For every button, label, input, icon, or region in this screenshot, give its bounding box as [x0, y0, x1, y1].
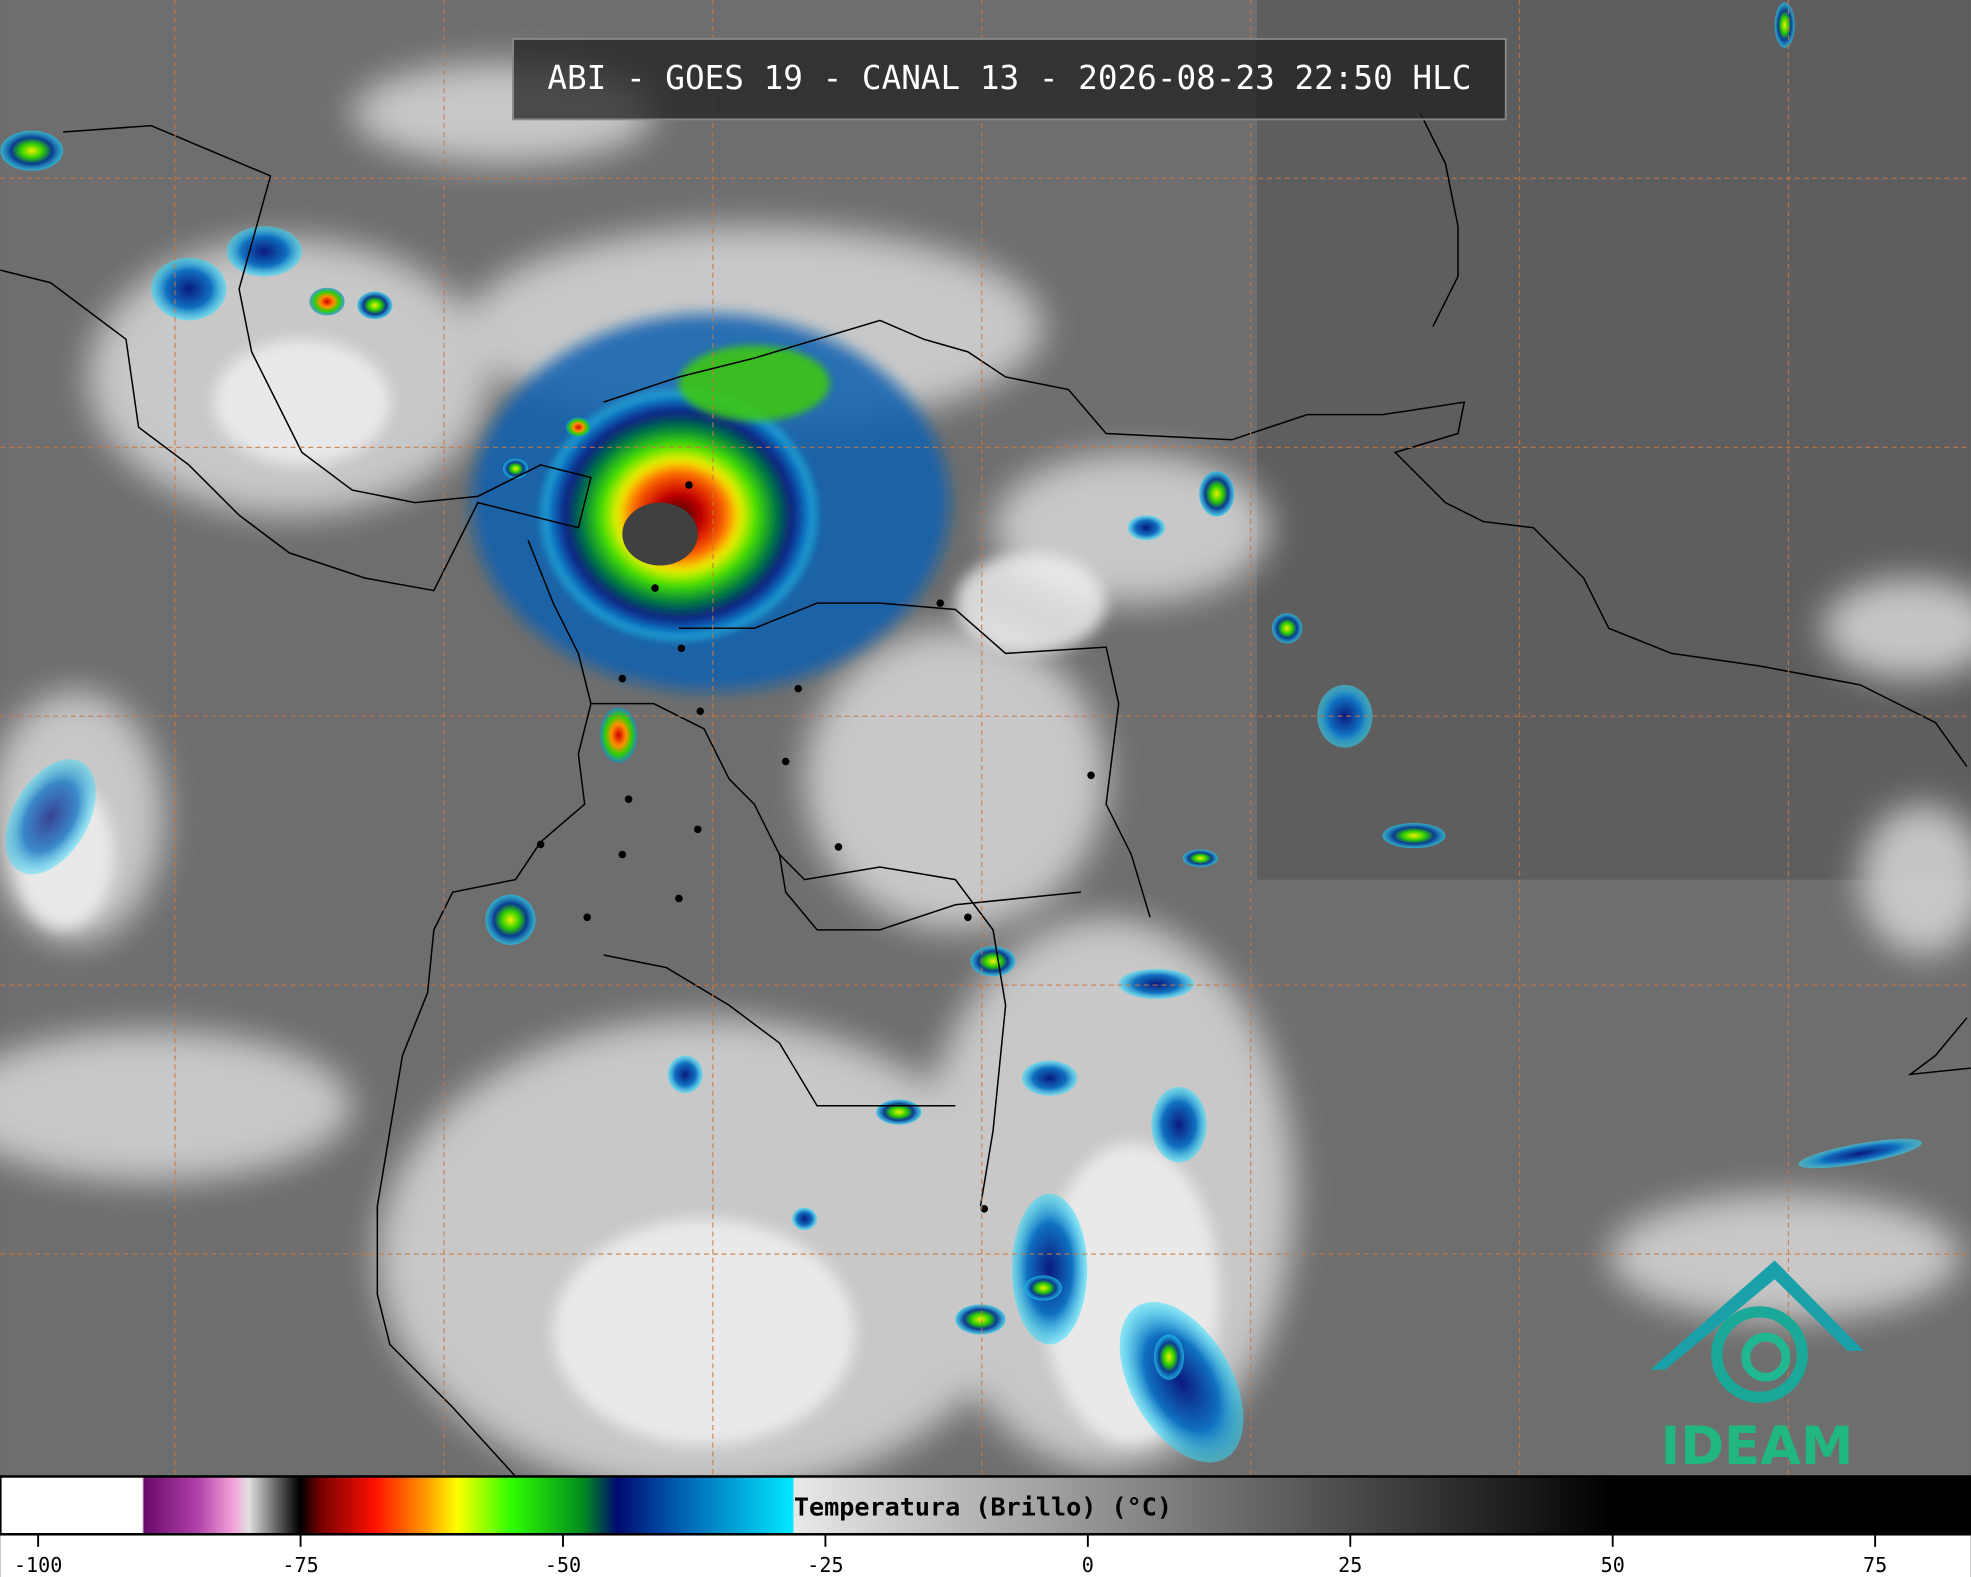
tick-label: -25 [807, 1553, 843, 1577]
colorbar-ticks: -100 -75 -50 -25 0 25 50 75 [14, 1534, 1887, 1577]
title-box [512, 38, 1507, 121]
title: ABI - GOES 19 - CANAL 13 - 2026-08-23 22… [547, 59, 1471, 97]
graticule [0, 0, 1971, 1477]
colorbar [0, 1475, 1971, 1536]
tick-label: -50 [545, 1553, 581, 1577]
tick-label: 75 [1863, 1553, 1887, 1577]
tick-label: 25 [1338, 1553, 1362, 1577]
convection [0, 2, 1922, 1463]
tick-label: 0 [1082, 1553, 1094, 1577]
tick-label: 50 [1601, 1553, 1625, 1577]
tick-label: -100 [14, 1553, 62, 1577]
logo: IDEAM [1650, 1260, 1864, 1477]
tick-label: -75 [282, 1553, 318, 1577]
logo-text: IDEAM [1661, 1416, 1854, 1477]
colorbar-label: Temperatura (Brillo) (°C) [794, 1492, 1172, 1521]
city-dots [536, 481, 1095, 1213]
